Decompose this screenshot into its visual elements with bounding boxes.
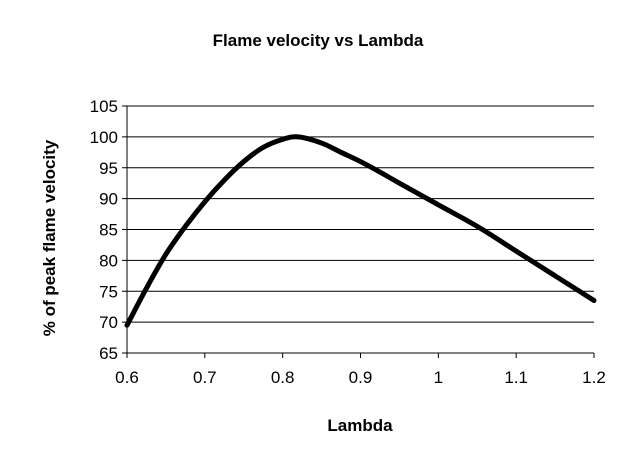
x-tick-label-0.8: 0.8 — [271, 368, 295, 387]
y-tick-label-70: 70 — [99, 313, 118, 332]
x-tick-label-0.6: 0.6 — [115, 368, 139, 387]
x-axis-label: Lambda — [327, 416, 393, 435]
x-tick-label-0.9: 0.9 — [349, 368, 373, 387]
x-tick-label-1.1: 1.1 — [504, 368, 528, 387]
y-axis-label: % of peak flame velocity — [40, 139, 59, 336]
y-tick-label-100: 100 — [90, 128, 118, 147]
y-tick-label-105: 105 — [90, 97, 118, 116]
y-tick-label-65: 65 — [99, 344, 118, 363]
y-tick-label-90: 90 — [99, 190, 118, 209]
y-tick-label-85: 85 — [99, 221, 118, 240]
x-tick-label-1: 1 — [434, 368, 443, 387]
chart-title: Flame velocity vs Lambda — [213, 31, 424, 50]
x-tick-label-1.2: 1.2 — [582, 368, 606, 387]
axes — [122, 105, 595, 358]
x-tick-label-0.7: 0.7 — [193, 368, 217, 387]
y-tick-label-75: 75 — [99, 282, 118, 301]
y-tick-labels: 65 70 75 80 85 90 95 100 105 — [90, 97, 118, 363]
y-tick-label-95: 95 — [99, 159, 118, 178]
series-line-0 — [124, 134, 597, 328]
series-layer — [124, 134, 597, 328]
x-tick-labels: 0.6 0.7 0.8 0.9 1 1.1 1.2 — [115, 368, 606, 387]
y-tick-label-80: 80 — [99, 251, 118, 270]
